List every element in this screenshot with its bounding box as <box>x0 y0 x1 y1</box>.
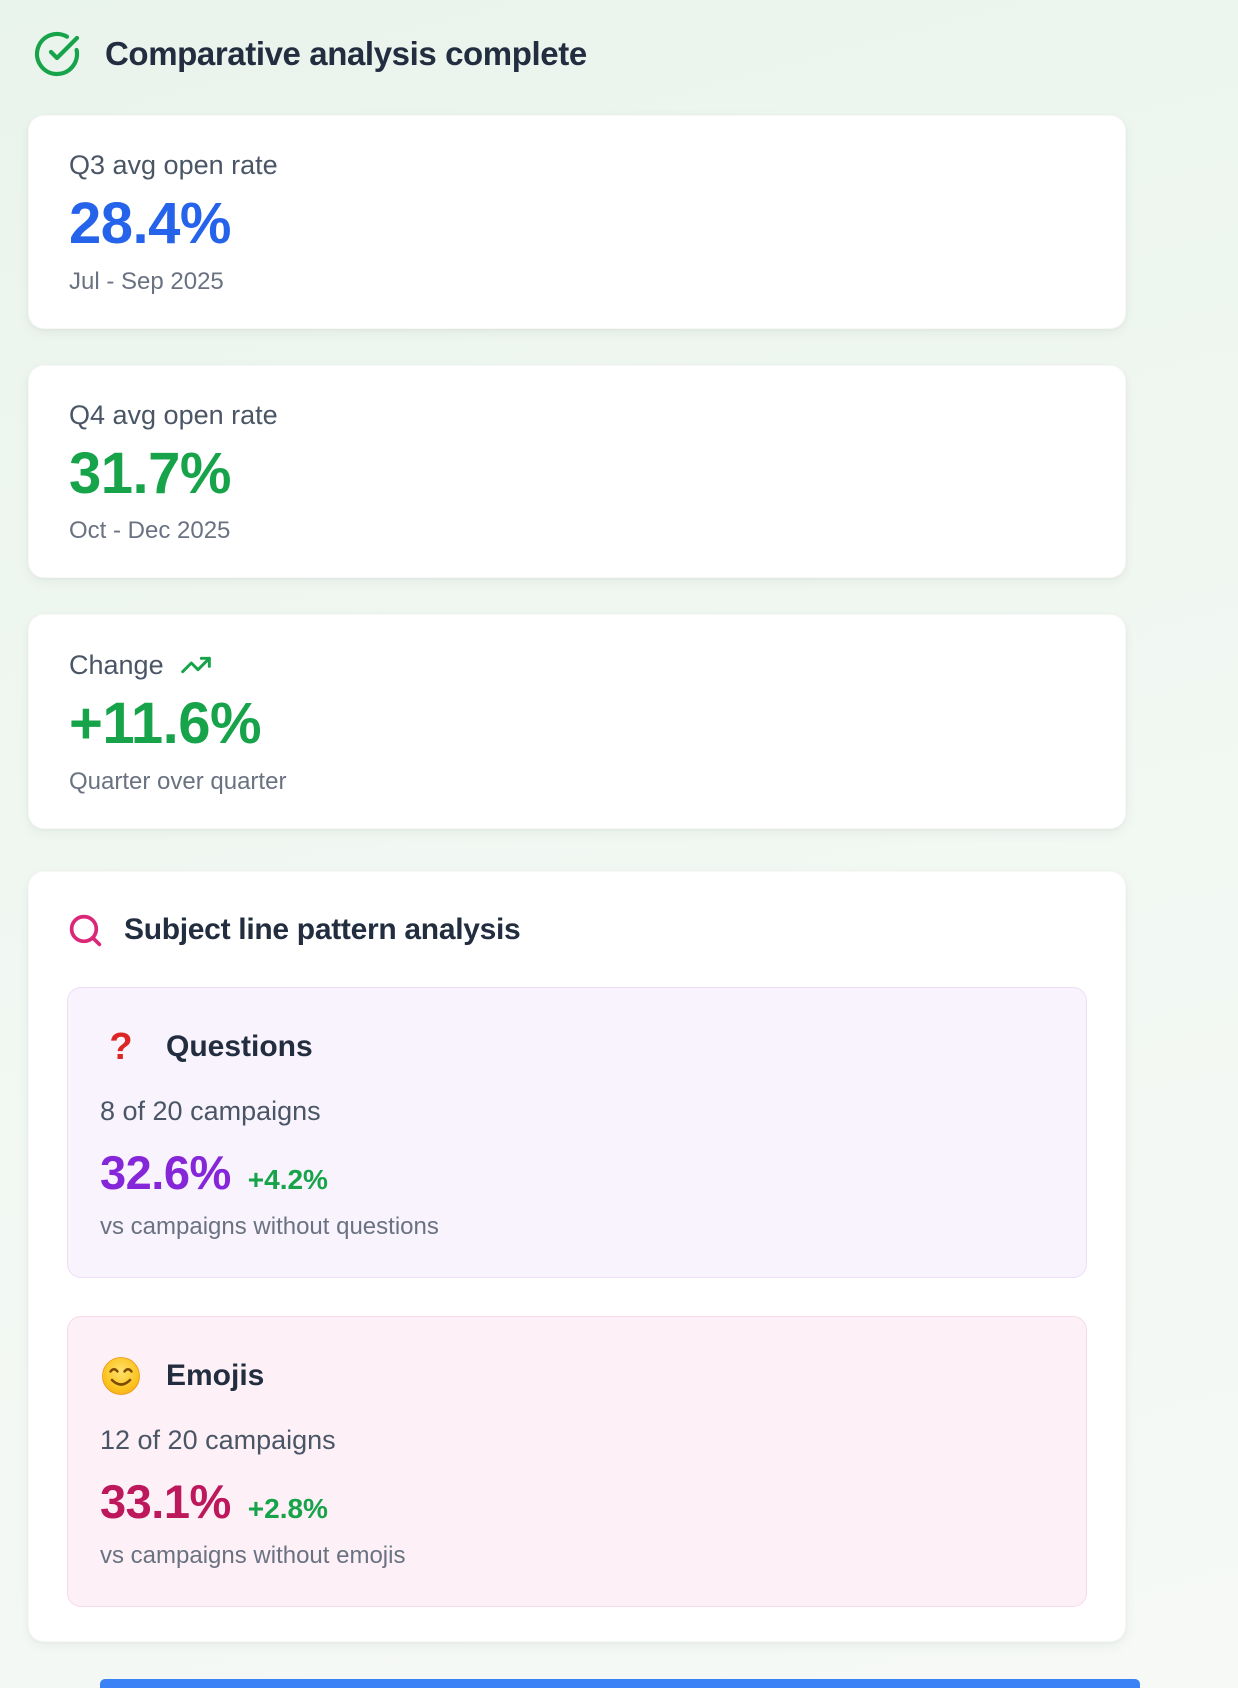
search-icon <box>67 912 104 949</box>
pattern-head: Emojis <box>100 1355 1054 1397</box>
page-header: Comparative analysis complete <box>0 0 1238 78</box>
pattern-comparison-note: vs campaigns without emojis <box>100 1541 406 1569</box>
subject-line-analysis-card: Subject line pattern analysis ? Question… <box>28 870 1126 1642</box>
pattern-delta: +4.2% <box>247 1163 328 1195</box>
pattern-head: ? Questions <box>100 1026 1054 1068</box>
pattern-open-rate: 33.1% <box>100 1474 231 1528</box>
pattern-campaign-count: 12 of 20 campaigns <box>100 1424 336 1455</box>
analysis-section-title: Subject line pattern analysis <box>124 913 521 947</box>
smiling-face-emoji-icon <box>100 1355 142 1397</box>
pattern-comparison-note: vs campaigns without questions <box>100 1212 439 1240</box>
stat-value: 28.4% <box>69 191 231 256</box>
pattern-card-emojis: Emojis 12 of 20 campaigns 33.1% +2.8% vs… <box>67 1315 1087 1607</box>
stat-label: Q3 avg open rate <box>69 150 278 180</box>
pattern-name: Emojis <box>166 1358 265 1392</box>
stat-value: +11.6% <box>69 691 262 757</box>
next-card-partial-edge <box>100 1679 1140 1688</box>
pattern-name: Questions <box>166 1029 313 1063</box>
stat-caption: Oct - Dec 2025 <box>69 517 231 545</box>
stat-card-q3-open-rate: Q3 avg open rate 28.4% Jul - Sep 2025 <box>28 115 1126 329</box>
pattern-card-questions: ? Questions 8 of 20 campaigns 32.6% +4.2… <box>67 986 1087 1278</box>
stat-card-change: Change +11.6% Quarter over quarter <box>28 614 1126 829</box>
page-title: Comparative analysis complete <box>105 35 587 72</box>
pattern-open-rate: 32.6% <box>100 1145 231 1199</box>
report-content: Q3 avg open rate 28.4% Jul - Sep 2025 Q4… <box>28 115 1126 1642</box>
pattern-delta: +2.8% <box>247 1492 328 1524</box>
stat-label-row: Change <box>69 649 1085 681</box>
stat-value: 31.7% <box>69 440 231 506</box>
question-mark-emoji-icon: ? <box>109 1025 133 1068</box>
stat-label: Q4 avg open rate <box>69 399 278 430</box>
pattern-campaign-count: 8 of 20 campaigns <box>100 1095 321 1126</box>
check-circle-icon <box>33 30 81 78</box>
stat-caption: Jul - Sep 2025 <box>69 267 224 295</box>
analysis-title-row: Subject line pattern analysis <box>67 912 1087 949</box>
pattern-rate-row: 32.6% +4.2% <box>100 1145 1054 1200</box>
trending-up-icon <box>180 649 212 681</box>
stat-caption: Quarter over quarter <box>69 767 287 795</box>
stat-card-q4-open-rate: Q4 avg open rate 31.7% Oct - Dec 2025 <box>28 364 1126 579</box>
pattern-rate-row: 33.1% +2.8% <box>100 1474 1054 1529</box>
stat-label: Change <box>69 649 164 680</box>
